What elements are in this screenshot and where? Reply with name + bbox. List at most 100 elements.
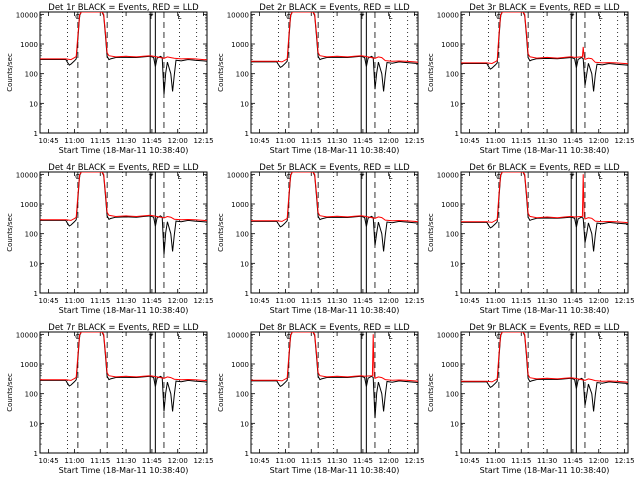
- y-tick-label: 10: [29, 420, 38, 428]
- y-tick-label: 100: [446, 71, 459, 79]
- x-tick-label: 11:00: [64, 297, 84, 305]
- x-tick-label: 11:00: [275, 457, 295, 465]
- y-tick-label: 100: [25, 231, 38, 239]
- y-axis-label: Counts/sec: [427, 373, 435, 412]
- panel-8: Det 8r BLACK = Events, RED = LLD 1 10 100 10…: [217, 323, 425, 475]
- x-tick-label: 11:45: [563, 297, 583, 305]
- y-tick-label: 1: [455, 450, 459, 458]
- x-tick-label: 10:45: [460, 457, 480, 465]
- y-tick-label: 1000: [231, 41, 249, 49]
- saa-in-marker: O: [286, 13, 292, 21]
- orbit-marker: T: [569, 13, 575, 21]
- series-events: [40, 332, 207, 412]
- x-tick-label: 11:45: [563, 457, 583, 465]
- x-tick-label: 11:30: [116, 297, 136, 305]
- x-tick-label: 12:00: [589, 137, 609, 145]
- x-axis-label: Start Time (18-Mar-11 10:38:40): [480, 466, 610, 475]
- series-events: [461, 332, 628, 412]
- saa-out-marker: L: [599, 13, 603, 21]
- plot-frame: [39, 171, 208, 294]
- y-tick-label: 1000: [231, 201, 249, 209]
- saa-out-marker: L: [178, 333, 182, 341]
- x-axis-label: Start Time (18-Mar-11 10:38:40): [59, 146, 189, 155]
- x-tick-label: 12:00: [379, 137, 399, 145]
- saa-out-marker: L: [178, 13, 182, 21]
- x-tick-label: 12:00: [168, 297, 188, 305]
- saa-in-marker: O: [75, 13, 81, 21]
- plot-frame: [250, 331, 419, 454]
- x-tick-label: 11:15: [511, 297, 531, 305]
- x-tick-label: 11:30: [537, 297, 557, 305]
- y-axis-label: Counts/sec: [217, 213, 225, 252]
- y-tick-label: 1000: [20, 41, 38, 49]
- y-axis-label: Counts/sec: [6, 373, 14, 412]
- x-tick-label: 11:30: [537, 457, 557, 465]
- y-tick-label: 10000: [16, 331, 38, 339]
- y-tick-label: 10000: [437, 171, 459, 179]
- x-tick-label: 12:15: [193, 457, 213, 465]
- x-tick-label: 11:30: [327, 457, 347, 465]
- x-tick-label: 11:00: [275, 137, 295, 145]
- x-tick-label: 11:00: [275, 297, 295, 305]
- y-axis-label: Counts/sec: [6, 53, 14, 92]
- saa-out-marker: L: [178, 173, 182, 181]
- x-tick-label: 12:00: [589, 297, 609, 305]
- saa-out-marker: L: [599, 333, 603, 341]
- y-axis-label: Counts/sec: [6, 213, 14, 252]
- saa-in-marker: O: [496, 13, 502, 21]
- x-tick-label: 11:15: [301, 457, 321, 465]
- x-tick-label: 11:00: [485, 297, 505, 305]
- x-tick-label: 11:30: [116, 137, 136, 145]
- plot-frame: [460, 331, 629, 454]
- x-tick-label: 11:15: [301, 297, 321, 305]
- panel-title: Det 4r BLACK = Events, RED = LLD: [48, 163, 199, 173]
- x-axis-label: Start Time (18-Mar-11 10:38:40): [270, 146, 400, 155]
- x-tick-label: 10:45: [250, 457, 270, 465]
- x-tick-label: 11:15: [90, 137, 110, 145]
- y-tick-label: 10: [240, 260, 249, 268]
- series-events: [40, 172, 207, 255]
- saa-out-marker: L: [389, 333, 393, 341]
- y-tick-label: 1000: [20, 361, 38, 369]
- panel-4: Det 4r BLACK = Events, RED = LLD 1 10 100 10…: [6, 163, 214, 315]
- x-tick-label: 10:45: [250, 297, 270, 305]
- series-lld: [251, 12, 418, 63]
- y-axis-label: Counts/sec: [217, 373, 225, 412]
- y-tick-label: 1: [34, 290, 38, 298]
- panel-1: Det 1r BLACK = Events, RED = LLD 1 10 100 10…: [6, 3, 214, 155]
- x-tick-label: 12:15: [193, 297, 213, 305]
- panel-title: Det 2r BLACK = Events, RED = LLD: [259, 3, 410, 13]
- x-tick-label: 12:00: [589, 457, 609, 465]
- y-axis-label: Counts/sec: [427, 53, 435, 92]
- x-tick-label: 11:30: [116, 457, 136, 465]
- plot-frame: [39, 331, 208, 454]
- y-tick-label: 10: [240, 100, 249, 108]
- y-tick-label: 1: [245, 130, 249, 138]
- plot-frame: [39, 11, 208, 134]
- y-tick-label: 100: [236, 231, 249, 239]
- x-tick-label: 11:45: [563, 137, 583, 145]
- x-tick-label: 11:15: [511, 137, 531, 145]
- orbit-marker: T: [359, 173, 365, 181]
- x-tick-label: 11:45: [353, 457, 373, 465]
- series-events: [251, 172, 418, 252]
- y-tick-label: 10: [450, 100, 459, 108]
- panel-title: Det 3r BLACK = Events, RED = LLD: [469, 3, 620, 13]
- y-tick-label: 10000: [437, 331, 459, 339]
- y-tick-label: 1000: [20, 201, 38, 209]
- y-tick-label: 100: [25, 391, 38, 399]
- series-events: [461, 172, 628, 252]
- y-tick-label: 100: [236, 391, 249, 399]
- series-lld: [461, 332, 628, 383]
- saa-out-marker: L: [389, 13, 393, 21]
- y-tick-label: 10000: [16, 11, 38, 19]
- x-axis-label: Start Time (18-Mar-11 10:38:40): [270, 466, 400, 475]
- x-tick-label: 11:00: [485, 137, 505, 145]
- x-tick-label: 11:15: [301, 137, 321, 145]
- y-tick-label: 1: [455, 130, 459, 138]
- x-tick-label: 12:15: [404, 137, 424, 145]
- panel-2: Det 2r BLACK = Events, RED = LLD 1 10 100 10…: [217, 3, 425, 155]
- series-events: [40, 12, 207, 95]
- panel-3: Det 3r BLACK = Events, RED = LLD 1 10 100 10…: [427, 3, 635, 155]
- y-tick-label: 10: [240, 420, 249, 428]
